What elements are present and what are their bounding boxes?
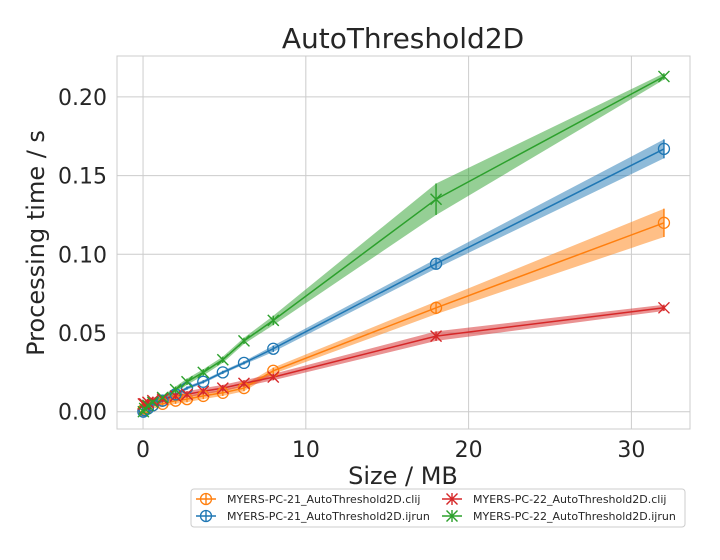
data-point bbox=[137, 405, 150, 418]
data-point bbox=[181, 375, 193, 388]
y-tick-label: 0.15 bbox=[58, 165, 107, 190]
x-tick-label: 30 bbox=[617, 438, 645, 463]
marker-stroke bbox=[216, 382, 229, 395]
y-tick-labels: 0.00 0.05 0.10 0.15 0.20 bbox=[58, 86, 107, 426]
data-point bbox=[197, 385, 210, 398]
data-point bbox=[156, 391, 169, 404]
legend-frame bbox=[190, 488, 686, 528]
marker-stroke bbox=[169, 383, 182, 396]
error-band bbox=[143, 73, 664, 414]
marker-stroke bbox=[181, 375, 193, 388]
data-point bbox=[267, 314, 280, 327]
x-tick-label: 0 bbox=[136, 438, 150, 463]
x-tick-label: 20 bbox=[455, 438, 483, 463]
legend-marker bbox=[199, 509, 213, 523]
error-band bbox=[143, 139, 664, 414]
marker-stroke bbox=[267, 314, 280, 327]
data-point bbox=[169, 383, 182, 396]
data-point bbox=[181, 388, 193, 401]
marker-stroke bbox=[237, 377, 250, 390]
data-point bbox=[429, 257, 443, 270]
chart-title: AutoThreshold2D bbox=[282, 22, 524, 55]
y-tick-label: 0.05 bbox=[58, 322, 107, 347]
y-tick-label: 0.00 bbox=[58, 401, 107, 426]
marker-stroke bbox=[657, 70, 670, 83]
data-point bbox=[267, 342, 280, 355]
series-markers bbox=[137, 70, 671, 418]
marker-stroke bbox=[169, 389, 182, 402]
data-point bbox=[197, 375, 210, 388]
data-point bbox=[430, 330, 443, 343]
legend-marker bbox=[446, 493, 458, 505]
marker-stroke bbox=[146, 396, 159, 409]
data-point bbox=[429, 301, 443, 314]
data-point bbox=[657, 216, 671, 229]
marker-stroke bbox=[197, 366, 210, 379]
data-point bbox=[216, 366, 229, 379]
marker-stroke bbox=[267, 371, 280, 384]
legend-label: MYERS-PC-21_AutoThreshold2D.clij bbox=[227, 493, 420, 506]
marker-stroke bbox=[657, 301, 670, 314]
data-point bbox=[237, 377, 250, 390]
marker-stroke bbox=[216, 353, 229, 366]
legend-marker bbox=[199, 492, 213, 506]
data-point bbox=[237, 356, 251, 370]
x-axis-title: Size / MB bbox=[348, 462, 458, 490]
y-axis-title: Processing time / s bbox=[22, 130, 50, 356]
data-point bbox=[216, 382, 229, 395]
data-point bbox=[216, 353, 229, 366]
data-point bbox=[237, 334, 250, 347]
data-point bbox=[430, 193, 443, 206]
x-tick-labels: 0 10 20 30 bbox=[136, 438, 645, 463]
marker-stroke bbox=[156, 391, 169, 404]
marker-stroke bbox=[137, 405, 150, 418]
legend-label: MYERS-PC-22_AutoThreshold2D.ijrun bbox=[473, 510, 676, 523]
marker-stroke bbox=[446, 510, 458, 522]
data-point bbox=[146, 396, 159, 409]
y-tick-label: 0.20 bbox=[58, 86, 107, 111]
data-point bbox=[197, 366, 210, 379]
data-point bbox=[169, 389, 182, 402]
marker-stroke bbox=[181, 388, 193, 401]
marker-stroke bbox=[430, 330, 443, 343]
legend-label: MYERS-PC-21_AutoThreshold2D.ijrun bbox=[227, 510, 430, 523]
marker-stroke bbox=[446, 493, 458, 505]
marker-stroke bbox=[430, 193, 443, 206]
legend: MYERS-PC-21_AutoThreshold2D.clij MYERS-PC… bbox=[190, 488, 686, 528]
data-point bbox=[657, 301, 670, 314]
data-point bbox=[657, 70, 670, 83]
x-tick-label: 10 bbox=[292, 438, 320, 463]
data-point bbox=[267, 371, 280, 384]
legend-marker bbox=[446, 510, 458, 522]
y-tick-label: 0.10 bbox=[58, 243, 107, 268]
marker-stroke bbox=[237, 334, 250, 347]
legend-label: MYERS-PC-22_AutoThreshold2D.clij bbox=[473, 493, 666, 506]
data-point bbox=[657, 142, 671, 156]
data-point bbox=[156, 394, 169, 407]
marker-stroke bbox=[197, 385, 210, 398]
